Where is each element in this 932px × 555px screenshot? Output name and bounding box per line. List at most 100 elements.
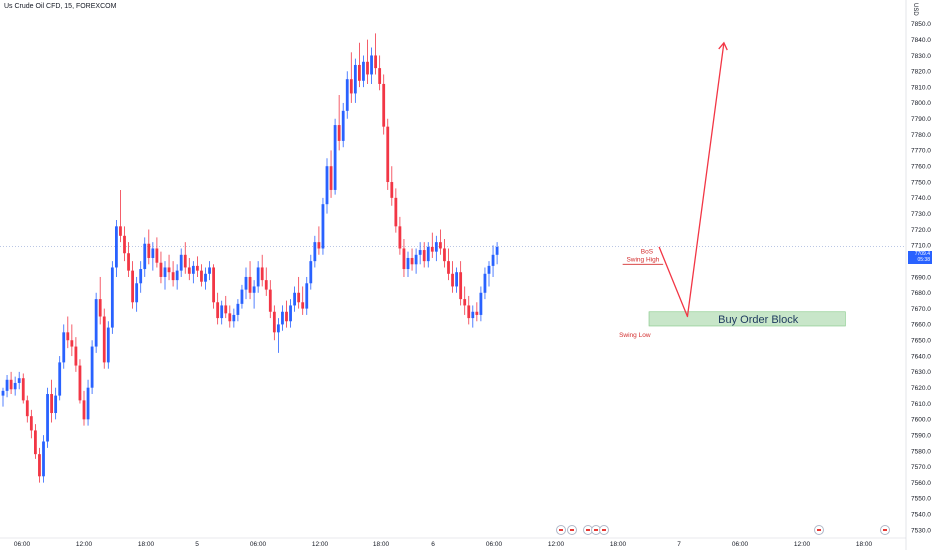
candle-body [439,242,442,249]
candle-body [42,441,45,477]
candle-body [386,126,390,183]
candle-body [366,61,369,75]
candle-body [378,68,382,84]
candle-body [382,83,386,127]
candle-body [54,395,58,414]
x-tick-label: 12:00 [794,541,811,548]
order-block-zone: Buy Order Block [648,311,846,327]
candle-body [102,316,106,363]
candle-body [487,265,491,274]
y-tick-label: 7690.0 [911,274,931,281]
y-tick-label: 7830.0 [911,53,931,60]
candle-body [358,64,361,81]
candle-body [475,311,479,315]
candle-body [463,299,467,306]
candle-body [272,311,276,333]
candle-body [244,276,248,290]
swing-high-label: Swing High [626,256,659,263]
economic-event-icon[interactable] [880,525,890,535]
candle-body [260,267,264,281]
candle-body [491,254,495,266]
candle-body [232,314,236,322]
y-tick-label: 7710.0 [911,243,931,250]
candle-body [329,166,333,190]
y-tick-label: 7750.0 [911,179,931,186]
candle-body [467,305,471,319]
candle-body [98,299,102,317]
x-tick-label: 18:00 [138,541,155,548]
candle-body [434,242,438,252]
candle-body [82,400,86,420]
economic-event-icon[interactable] [599,525,609,535]
candle-body [66,332,70,341]
candle-body [86,387,90,420]
candle-body [151,248,155,258]
current-price-value: 7709.4 [914,251,930,257]
candle-body [394,197,398,227]
candle-body [301,302,305,309]
candle-body [317,242,321,249]
candle-body [410,257,414,265]
candle-body [1,390,5,396]
candle-body [183,254,187,268]
candle-body [224,305,228,314]
candle-body [62,332,66,363]
projection-path [658,42,725,318]
candle-body [418,250,422,255]
economic-event-icon[interactable] [567,525,577,535]
y-tick-label: 7850.0 [911,21,931,28]
candle-body [390,182,394,198]
candle-body [90,346,94,388]
x-tick-label: 18:00 [856,541,873,548]
y-tick-label: 7810.0 [911,84,931,91]
x-tick-label: 12:00 [548,541,565,548]
candle-body [127,253,130,271]
candle-body [58,362,62,396]
candle-body [459,272,463,300]
candle-body [240,289,244,304]
y-tick-label: 7620.0 [911,385,931,392]
candle-body [212,267,215,303]
candle-body [321,204,325,249]
y-tick-label: 7740.0 [911,195,931,202]
order-block-rect [648,311,846,327]
candle-body [46,394,49,442]
candle-body [208,267,211,274]
candle-body [277,324,280,333]
y-tick-label: 7550.0 [911,496,931,503]
candle-body [264,280,268,290]
projection-arrowhead [718,41,728,51]
candle-body [106,327,110,363]
y-tick-label: 7560.0 [911,480,931,487]
candle-body [50,394,53,414]
economic-event-icon[interactable] [814,525,824,535]
candle-body [422,250,426,262]
economic-event-icon[interactable] [556,525,566,535]
candle-body [9,379,13,390]
x-tick-label: 18:00 [610,541,627,548]
y-axis: 7850.0 7840.0 7830.0 7820.0 7810.0 7800.0 7790… [905,0,931,550]
bos-label: BoS [641,248,654,255]
candle-body [313,242,317,262]
candle-body [21,378,25,401]
y-tick-label: 7600.0 [911,417,931,424]
candle-body [370,55,373,75]
candle-body [281,311,284,325]
candle-body [285,311,288,322]
x-tick-label: 06:00 [250,541,267,548]
candle-body [204,273,207,282]
candle-body [119,226,122,236]
candle-body [70,340,74,347]
y-tick-label: 7680.0 [911,290,931,297]
candle-body [426,246,430,262]
candle-body [374,55,377,69]
candle-body [115,226,118,268]
candle-body [483,273,487,293]
candle-body [309,261,313,284]
candle-body [471,311,475,319]
x-tick-label: 12:00 [312,541,329,548]
y-tick-label: 7530.0 [911,527,931,534]
